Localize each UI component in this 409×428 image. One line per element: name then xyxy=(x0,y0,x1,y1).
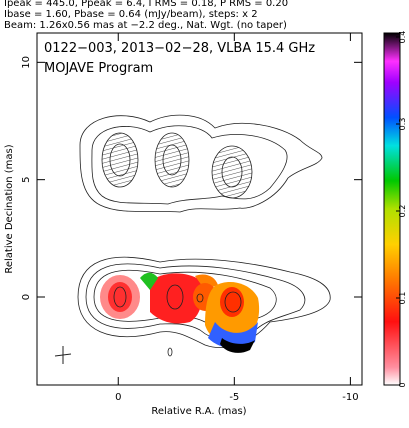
x-tick-label: 0 xyxy=(115,392,121,403)
contour xyxy=(224,291,242,313)
colorbar-tick-label: 0.1 xyxy=(398,292,407,305)
pixel-region xyxy=(208,322,258,349)
x-tick-label: -10 xyxy=(342,392,358,403)
contour xyxy=(211,145,253,199)
x-tick-label: -5 xyxy=(229,392,239,403)
y-tick-label: 5 xyxy=(21,176,32,182)
contour xyxy=(113,286,127,308)
header-line: Ipeak = 445.0, Ppeak = 6.4, I RMS = 0.18… xyxy=(4,0,288,9)
contour xyxy=(77,256,331,348)
pixel-region xyxy=(140,272,158,290)
y-tick-label: 0 xyxy=(21,294,32,300)
pixel-region xyxy=(220,287,244,317)
contour xyxy=(221,156,243,188)
colorbar xyxy=(383,32,401,386)
colorbar-tick-label: 0.2 xyxy=(398,205,407,218)
contour xyxy=(154,132,190,188)
chart-title: 0122−003, 2013−02−28, VLBA 15.4 GHz xyxy=(44,41,315,56)
image xyxy=(54,114,331,364)
x-axis-label: Relative R.A. (mas) xyxy=(151,406,246,417)
contour xyxy=(196,293,204,303)
pixel-region xyxy=(108,282,132,312)
contour xyxy=(91,125,288,205)
contour xyxy=(109,143,131,177)
header-line: Beam: 1.26x0.56 mas at −2.2 deg., Nat. W… xyxy=(4,20,287,31)
colorbar-tick-label: 0.4 xyxy=(398,31,407,44)
pixel-region xyxy=(220,338,255,353)
colorbar-tick-label: 0.3 xyxy=(398,118,407,131)
contour xyxy=(101,132,139,188)
header: Ipeak = 445.0, Ppeak = 6.4, I RMS = 0.18… xyxy=(4,0,288,31)
contour xyxy=(85,263,306,342)
y-tick-label: 10 xyxy=(21,56,32,69)
contour xyxy=(167,347,173,357)
contour xyxy=(79,114,323,213)
y-axis-label: Relative Decination (mas) xyxy=(4,144,15,273)
contour xyxy=(162,144,182,176)
chart-subtitle: MOJAVE Program xyxy=(44,61,153,76)
header-line: Ibase = 1.60, Pbase = 0.64 (mJy/beam), s… xyxy=(4,9,258,20)
plot-frame xyxy=(36,32,363,386)
colorbar-tick-label: 0 xyxy=(398,382,407,387)
pixel-region xyxy=(150,273,203,324)
contour xyxy=(166,284,184,310)
